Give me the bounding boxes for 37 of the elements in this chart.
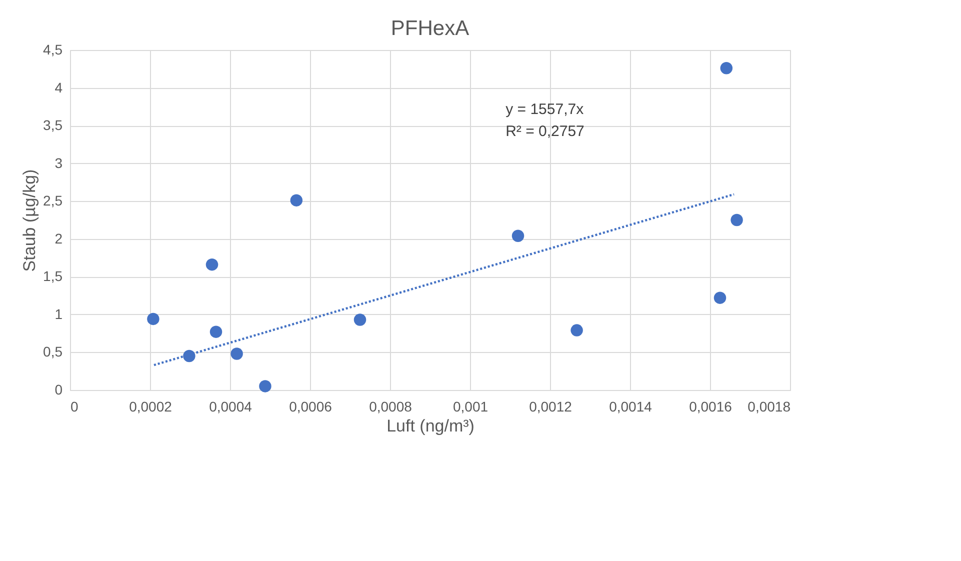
y-tick-label: 4 [54,79,63,96]
x-tick-label: 0,001 [452,398,488,414]
point [147,312,160,326]
point [290,194,303,206]
point [570,324,583,336]
point [230,348,243,360]
point [206,258,218,271]
point [730,214,743,226]
annotation: y = 1557,7x [506,101,584,118]
y-tick-label: 4,5 [43,42,63,58]
y-tick-label: 1,5 [43,268,63,284]
y-tick-label: 2,5 [43,192,63,209]
point [259,380,272,392]
x-tick-label: 0,0016 [689,398,732,414]
point [714,292,726,304]
x-tick-label: 0,0006 [289,398,332,414]
x-tick-label: 0,0008 [369,398,412,414]
y-tick-label: 0 [54,382,63,398]
y-tick-label: 3 [54,154,63,171]
x-tick-label: 0,0004 [209,398,252,414]
annotation: R² = 0,2757 [506,123,584,140]
x-tick-label: 0,0012 [529,398,572,414]
point [210,326,222,338]
x-tick-label: 0,0014 [609,398,652,414]
y-tick-label: 3,5 [43,117,63,134]
y-tick-label: 0,5 [43,344,63,360]
x-tick-label: 0 [70,398,78,414]
chart-title: PFHexA [390,17,470,40]
x-tick-label: 0,0002 [129,398,172,414]
x-tick-label: 0,0018 [748,398,791,414]
point [512,230,524,242]
x-axis-title: Luft (ng/m³) [386,416,474,436]
y-axis-title: Staub (µg/kg) [20,169,40,272]
point [720,62,733,74]
y-tick-label: 2 [54,230,63,246]
point [354,314,366,326]
y-tick-label: 1 [54,306,63,322]
